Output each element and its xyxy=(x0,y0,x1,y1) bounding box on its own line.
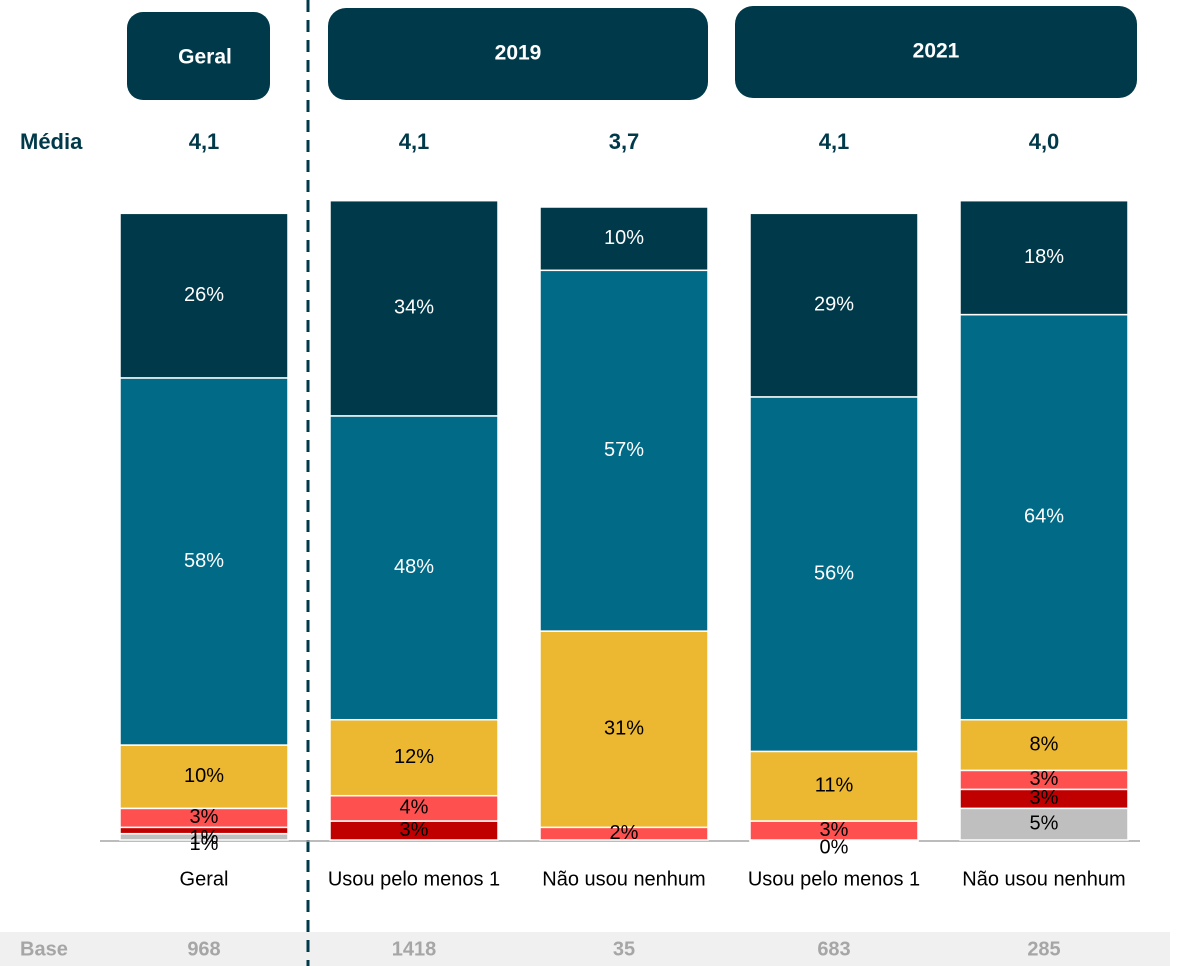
bar-segment xyxy=(329,718,499,797)
base-value: 968 xyxy=(187,938,220,960)
header: 2019 xyxy=(495,42,542,65)
value-label: 26% xyxy=(184,284,224,306)
value-label: 11% xyxy=(815,774,854,796)
base-value: 683 xyxy=(817,938,850,960)
base-value: 1418 xyxy=(392,938,437,960)
bar-segment xyxy=(119,377,289,746)
mean-value: 4,1 xyxy=(399,129,430,154)
base-value: 285 xyxy=(1027,938,1060,960)
bar-segment xyxy=(539,206,709,272)
base-band xyxy=(0,932,1170,966)
value-label: 0% xyxy=(820,836,849,858)
header-box xyxy=(735,6,1137,98)
value-label: 57% xyxy=(604,439,644,461)
mean-value: 4,0 xyxy=(1029,129,1060,154)
bar-segment xyxy=(329,199,499,417)
value-label: 2% xyxy=(610,822,639,844)
x-tick-label: Usou pelo menos 1 xyxy=(328,868,500,890)
value-label: 3% xyxy=(1030,768,1059,790)
value-label: 10% xyxy=(184,765,224,787)
value-label: 1% xyxy=(190,833,219,855)
base-value: 35 xyxy=(613,938,635,960)
bar-segment xyxy=(749,212,919,398)
x-tick-label: Não usou nenhum xyxy=(542,868,705,890)
base-label: Base xyxy=(20,938,68,960)
value-label: 3% xyxy=(1030,787,1059,809)
header: 2021 xyxy=(913,40,960,63)
value-label: 64% xyxy=(1024,505,1064,527)
bar-segment xyxy=(959,199,1129,316)
bar-segment xyxy=(749,750,919,822)
value-label: 3% xyxy=(400,819,429,841)
header: Geral xyxy=(178,46,232,69)
value-label: 56% xyxy=(814,562,854,584)
x-tick-label: Usou pelo menos 1 xyxy=(748,868,920,890)
bar-segment xyxy=(959,313,1129,721)
bar-segment xyxy=(119,744,289,810)
bar-segment xyxy=(959,718,1129,772)
value-label: 34% xyxy=(394,297,434,319)
bar-segment xyxy=(539,269,709,632)
value-label: 18% xyxy=(1024,246,1064,268)
value-label: 5% xyxy=(1030,812,1059,834)
value-label: 4% xyxy=(400,797,429,819)
value-label: 3% xyxy=(820,819,849,841)
value-label: 58% xyxy=(184,550,224,572)
bar-segment xyxy=(119,212,289,379)
mean-value: 4,1 xyxy=(189,129,220,154)
bar-segment xyxy=(329,415,499,721)
bar-segment xyxy=(749,396,919,753)
value-label: 1% xyxy=(190,827,219,849)
value-label: 8% xyxy=(1030,733,1059,755)
mean-value: 3,7 xyxy=(609,129,640,154)
mean-label: Média xyxy=(20,129,83,154)
value-label: 3% xyxy=(190,806,219,828)
header-box xyxy=(127,12,270,100)
value-label: 31% xyxy=(604,718,644,740)
x-tick-label: Geral xyxy=(180,868,229,890)
mean-value: 4,1 xyxy=(819,129,850,154)
header-box xyxy=(328,8,708,100)
bar-segment xyxy=(539,630,709,829)
x-tick-label: Não usou nenhum xyxy=(962,868,1125,890)
value-label: 48% xyxy=(394,556,434,578)
value-label: 10% xyxy=(604,227,644,249)
value-label: 12% xyxy=(394,746,434,768)
value-label: 29% xyxy=(814,293,854,315)
